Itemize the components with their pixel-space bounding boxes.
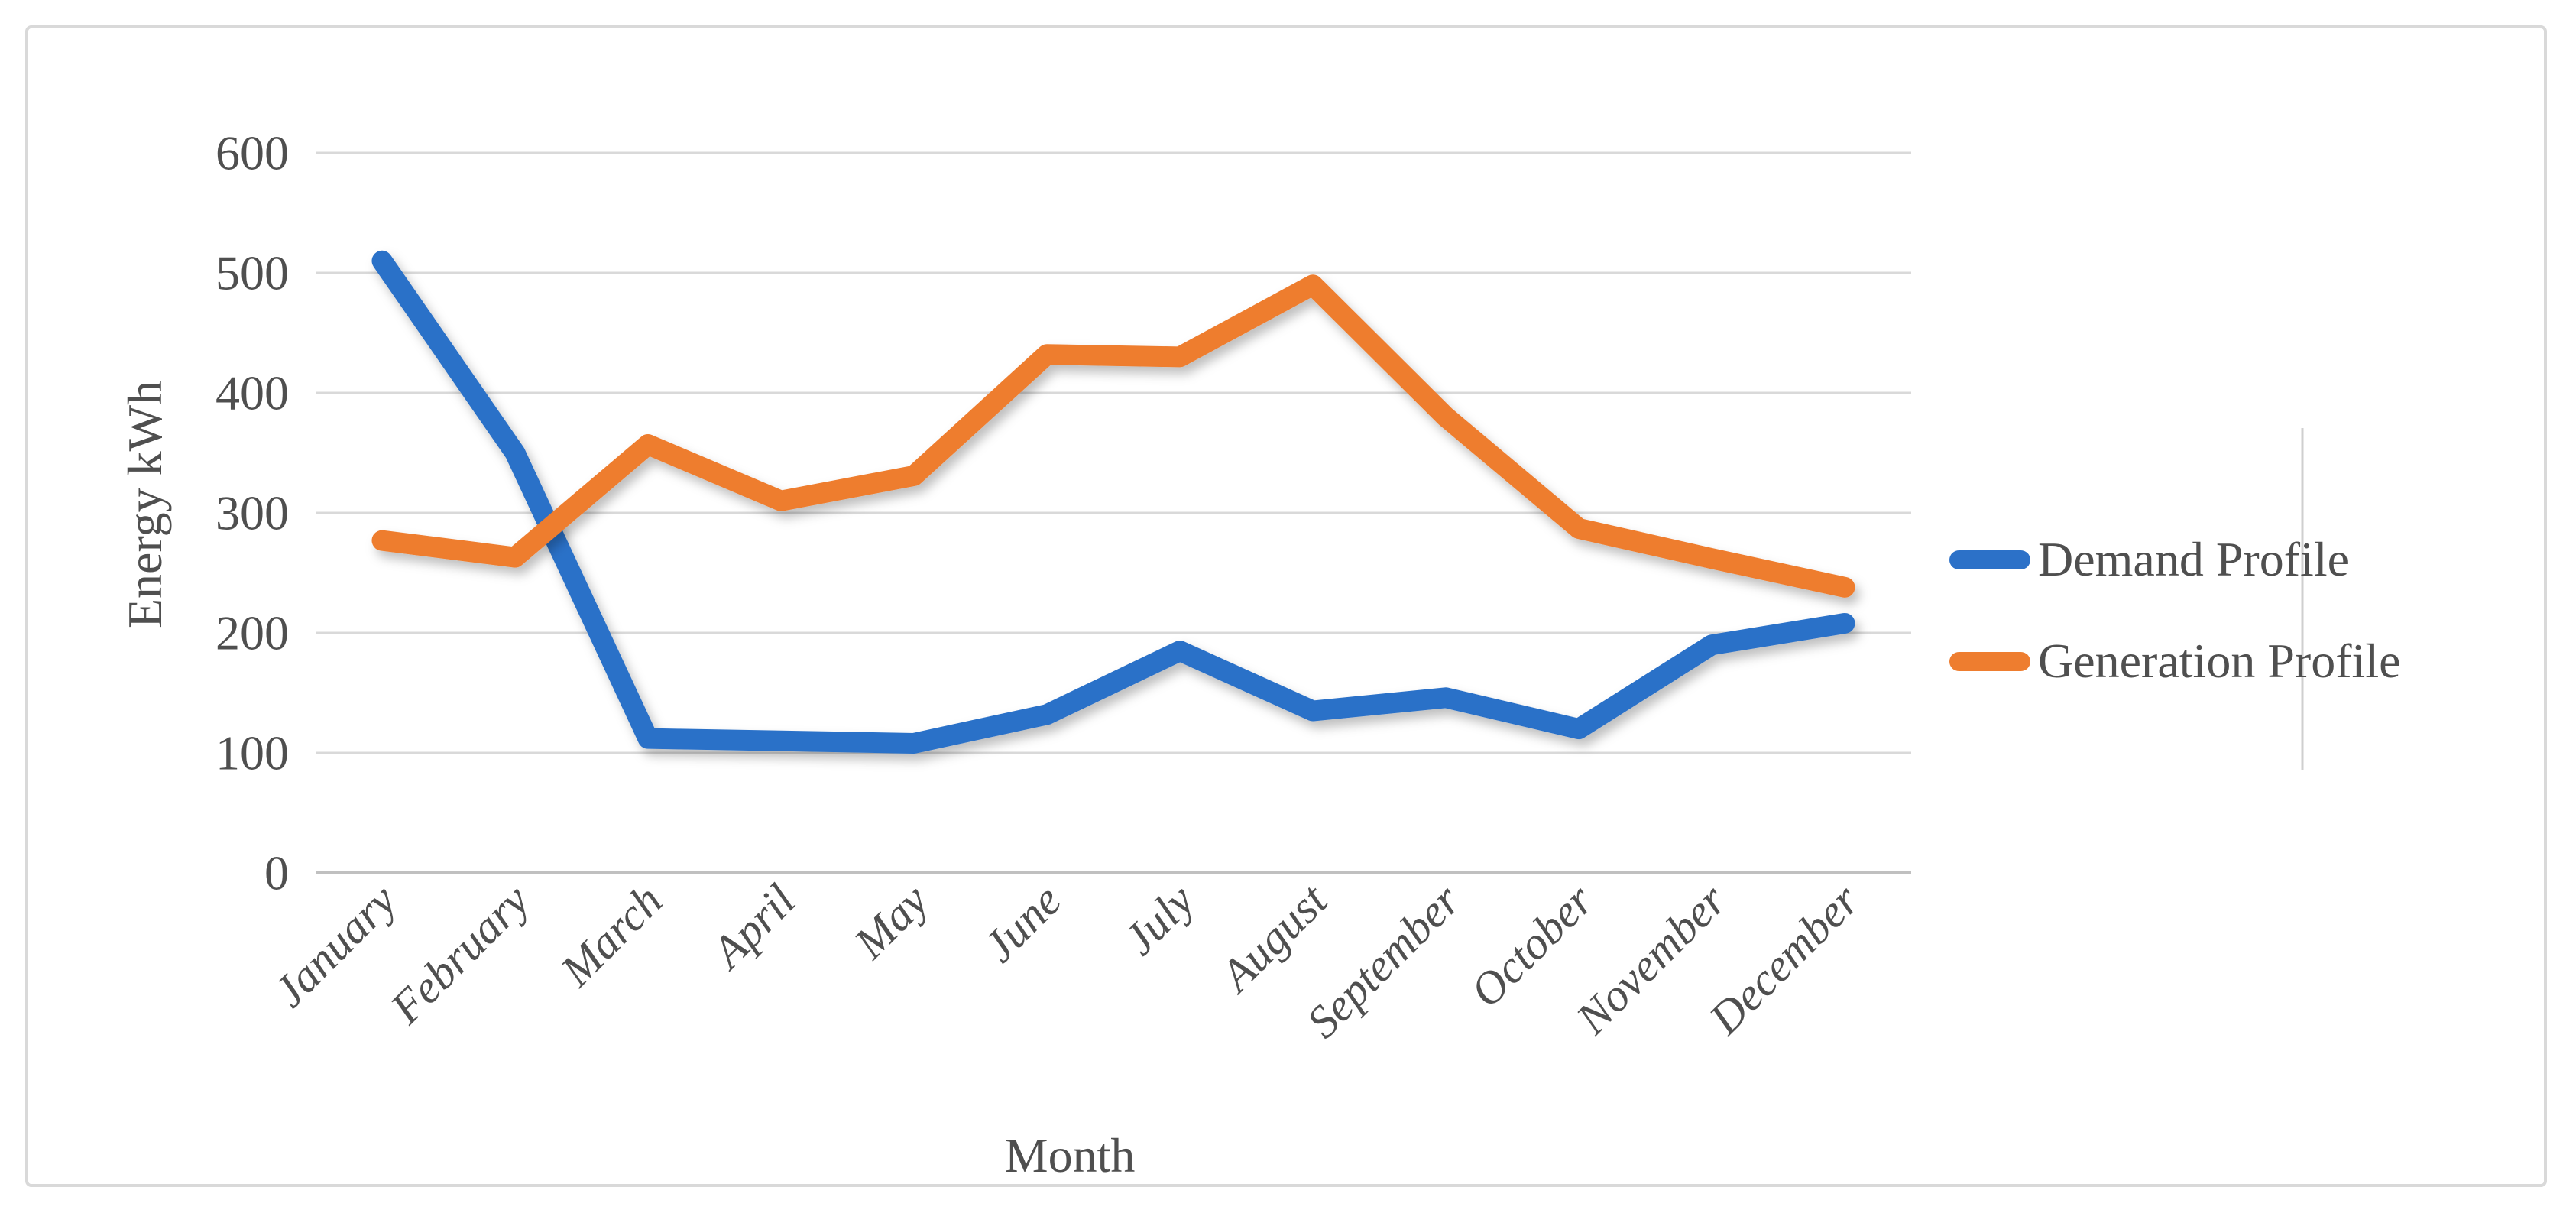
y-tick-label-0: 0: [264, 846, 289, 900]
y-tick-label-400: 400: [215, 366, 289, 420]
demand-profile-line: [371, 250, 1855, 754]
y-tick-label-200: 200: [215, 606, 289, 660]
x-tick-label-march: March: [550, 875, 672, 997]
x-axis-title: Month: [1004, 1128, 1136, 1182]
x-tick-label-august: August: [1209, 874, 1337, 1003]
x-tick-label-july: July: [1114, 874, 1204, 965]
legend-item-generation: Generation Profile: [1949, 637, 2401, 686]
legend-item-demand: Demand Profile: [1949, 535, 2349, 584]
x-tick-label-february: February: [381, 874, 540, 1033]
y-tick-label-100: 100: [215, 726, 289, 780]
y-tick-label-600: 600: [215, 126, 289, 180]
x-tick-label-may: May: [844, 874, 938, 968]
y-tick-label-500: 500: [215, 246, 289, 300]
legend-label-generation: Generation Profile: [2038, 634, 2401, 688]
x-tick-label-june: June: [974, 875, 1071, 972]
legend-label-demand: Demand Profile: [2038, 532, 2349, 586]
x-tick-label-april: April: [700, 875, 805, 980]
y-tick-label-300: 300: [215, 486, 289, 540]
generation-profile-line: [371, 274, 1855, 598]
generation-line-swatch: [1949, 651, 2030, 671]
figure-border: [25, 25, 2547, 1187]
y-axis-title: Energy kWh: [118, 380, 172, 629]
demand-line-swatch: [1949, 550, 2030, 569]
